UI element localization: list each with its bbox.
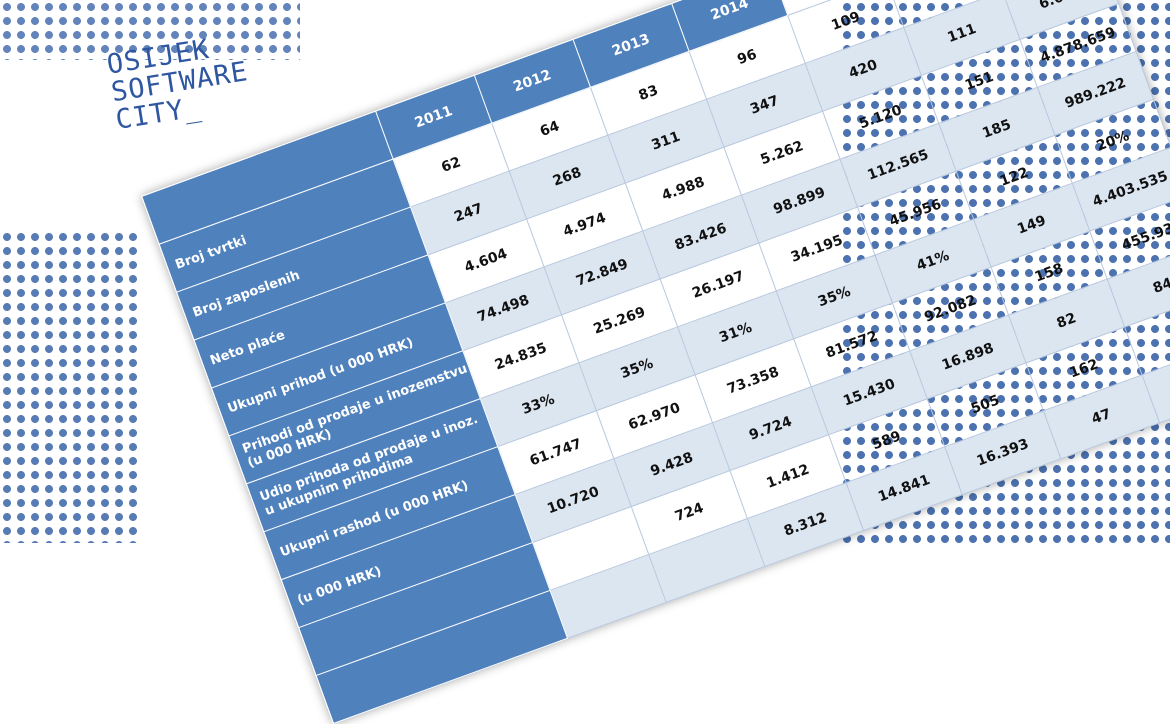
dot-pattern <box>0 0 300 60</box>
logo: OSIJEK SOFTWARE CITY_ <box>105 30 254 136</box>
dot-pattern <box>0 230 140 543</box>
